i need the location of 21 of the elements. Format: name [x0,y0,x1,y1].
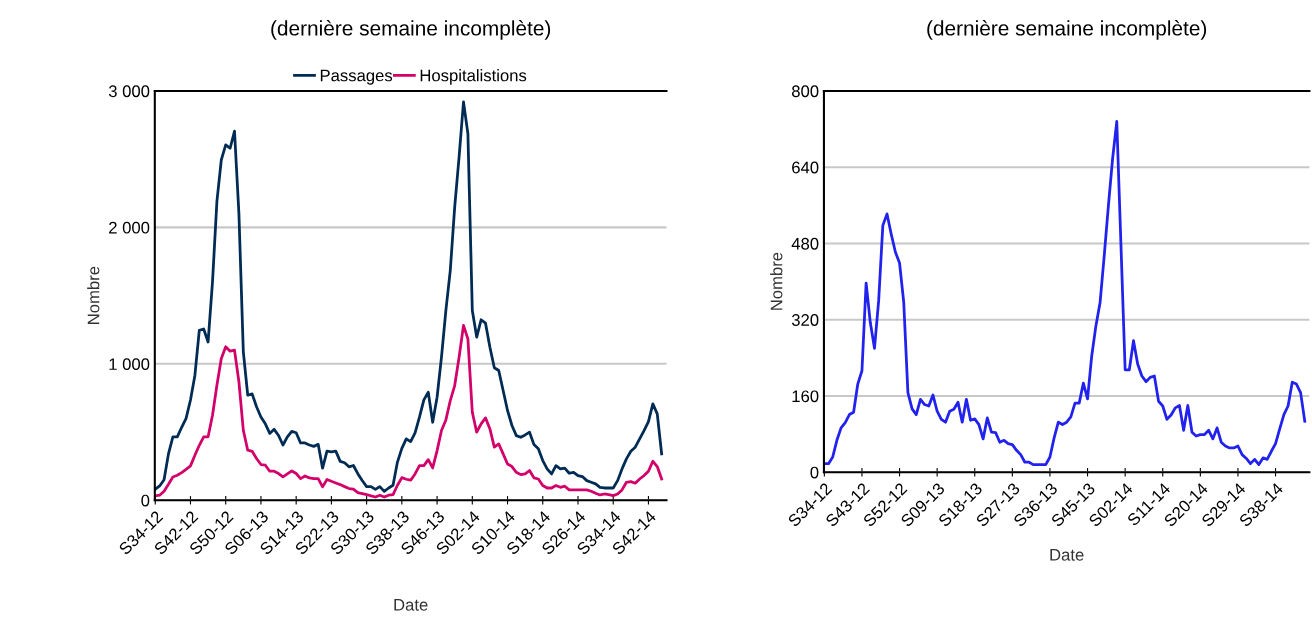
line-series [154,100,664,493]
line-series [154,324,664,499]
y-tick-label: 0 [141,494,150,507]
legend-label: Passages [320,69,393,85]
x-axis-title: Date [394,599,428,611]
y-tick-label: 480 [791,237,819,250]
y-axis-title: Nombre [770,252,783,310]
y-tick-label: 1 000 [109,358,150,371]
y-tick-label: 640 [792,161,819,174]
y-tick-label: 800 [791,85,819,98]
y-tick-label: 2 000 [109,221,150,234]
y-tick-label: 3 000 [108,85,150,98]
chart-title: (dernière semaine incomplète) [927,20,1207,40]
y-tick-label: 160 [792,390,819,403]
legend-label: Hospitalistions [420,69,527,85]
x-axis-title: Date [1050,549,1084,561]
y-tick-label: 0 [810,466,819,479]
y-tick-label: 320 [791,314,819,326]
y-axis-title: Nombre [87,266,100,324]
chart-title: (dernière semaine incomplète) [271,20,551,40]
line-series [823,120,1307,466]
